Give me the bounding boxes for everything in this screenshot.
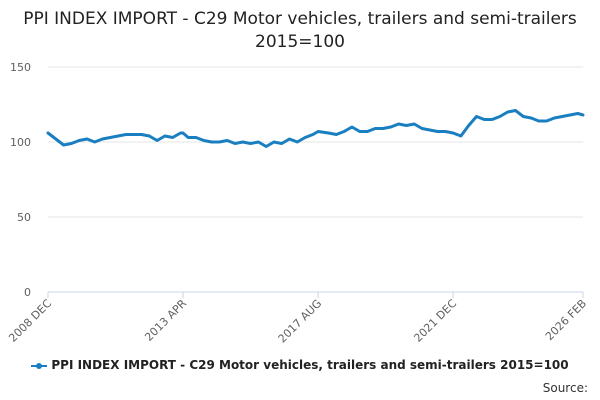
- legend[interactable]: PPI INDEX IMPORT - C29 Motor vehicles, t…: [0, 358, 600, 372]
- data-point[interactable]: [148, 134, 151, 138]
- source-label: Source:: [542, 381, 588, 395]
- data-point[interactable]: [498, 115, 502, 118]
- data-point[interactable]: [568, 113, 572, 117]
- data-point[interactable]: [358, 130, 361, 133]
- data-point[interactable]: [181, 131, 185, 135]
- data-point[interactable]: [316, 130, 320, 133]
- data-point[interactable]: [116, 134, 120, 138]
- data-point[interactable]: [576, 112, 579, 115]
- data-point[interactable]: [265, 145, 268, 148]
- y-tick-label: 50: [17, 211, 31, 224]
- data-point[interactable]: [93, 140, 96, 144]
- data-point[interactable]: [483, 118, 486, 121]
- data-point[interactable]: [171, 136, 174, 139]
- data-point[interactable]: [155, 139, 159, 142]
- legend-item-label[interactable]: PPI INDEX IMPORT - C29 Motor vehicles, t…: [51, 358, 569, 372]
- data-point[interactable]: [405, 124, 408, 127]
- x-tick-label: 2021 DEC: [411, 297, 459, 345]
- data-point[interactable]: [288, 137, 291, 141]
- data-point[interactable]: [490, 118, 494, 121]
- data-point[interactable]: [374, 127, 377, 130]
- data-point[interactable]: [581, 113, 585, 117]
- data-point[interactable]: [506, 110, 509, 114]
- data-point[interactable]: [226, 139, 229, 142]
- data-point[interactable]: [296, 140, 299, 144]
- legend-swatch: [31, 361, 48, 371]
- data-point[interactable]: [62, 143, 65, 147]
- data-point[interactable]: [335, 133, 338, 136]
- data-point[interactable]: [350, 125, 354, 129]
- data-point[interactable]: [537, 119, 540, 123]
- data-point[interactable]: [233, 142, 237, 145]
- data-point[interactable]: [451, 131, 455, 135]
- data-point[interactable]: [202, 139, 205, 142]
- data-point[interactable]: [101, 137, 104, 141]
- data-point[interactable]: [545, 119, 548, 123]
- data-point[interactable]: [85, 137, 89, 141]
- data-point[interactable]: [109, 136, 112, 139]
- data-point[interactable]: [444, 130, 447, 133]
- data-point[interactable]: [467, 124, 470, 127]
- chart-title: PPI INDEX IMPORT - C29 Motor vehicles, t…: [23, 9, 577, 52]
- data-point[interactable]: [522, 115, 525, 118]
- x-tick-labels: 2008 DEC 2013 APR 2017 AUG 2021 DEC 2026 FEB: [6, 292, 589, 345]
- data-point[interactable]: [529, 116, 533, 120]
- data-point[interactable]: [132, 133, 135, 136]
- data-point[interactable]: [420, 127, 424, 130]
- data-point[interactable]: [342, 130, 346, 133]
- y-tick-label: 100: [10, 136, 31, 149]
- data-point[interactable]: [413, 122, 416, 126]
- data-point[interactable]: [397, 122, 400, 126]
- y-tick-label: 0: [24, 286, 31, 299]
- data-point[interactable]: [436, 130, 439, 133]
- data-point[interactable]: [218, 140, 221, 144]
- data-point[interactable]: [327, 131, 330, 135]
- data-point[interactable]: [428, 128, 431, 132]
- data-point[interactable]: [366, 130, 369, 133]
- data-point[interactable]: [78, 139, 81, 142]
- series-line[interactable]: [46, 109, 585, 148]
- data-point[interactable]: [257, 140, 260, 144]
- y-tick-label: 150: [10, 61, 31, 74]
- data-point[interactable]: [241, 140, 244, 144]
- data-point[interactable]: [475, 115, 478, 118]
- data-point[interactable]: [311, 133, 315, 136]
- data-point[interactable]: [179, 131, 182, 135]
- data-point[interactable]: [381, 127, 385, 130]
- data-point[interactable]: [46, 131, 50, 135]
- data-point[interactable]: [514, 109, 517, 112]
- data-point[interactable]: [389, 125, 392, 129]
- data-point[interactable]: [303, 136, 307, 139]
- data-point[interactable]: [459, 134, 463, 138]
- y-axis: 0 50 100 150: [10, 61, 31, 299]
- data-point[interactable]: [272, 140, 276, 144]
- x-tick-label: 2008 DEC: [6, 297, 54, 345]
- series-group: [46, 109, 585, 148]
- x-tick-label: 2013 APR: [142, 297, 189, 344]
- data-point[interactable]: [194, 136, 198, 139]
- x-tick-label: 2017 AUG: [276, 297, 325, 346]
- data-point[interactable]: [187, 136, 190, 139]
- data-point[interactable]: [561, 115, 564, 118]
- data-point[interactable]: [140, 133, 143, 136]
- grid-lines: [48, 66, 583, 218]
- data-point[interactable]: [54, 137, 57, 141]
- x-tick-label: 2026 FEB: [543, 297, 589, 343]
- data-point[interactable]: [210, 140, 213, 144]
- data-point[interactable]: [124, 133, 128, 136]
- data-point[interactable]: [249, 142, 252, 145]
- data-point[interactable]: [280, 142, 283, 145]
- data-point[interactable]: [163, 134, 167, 138]
- data-point[interactable]: [70, 142, 73, 145]
- data-point[interactable]: [553, 116, 556, 120]
